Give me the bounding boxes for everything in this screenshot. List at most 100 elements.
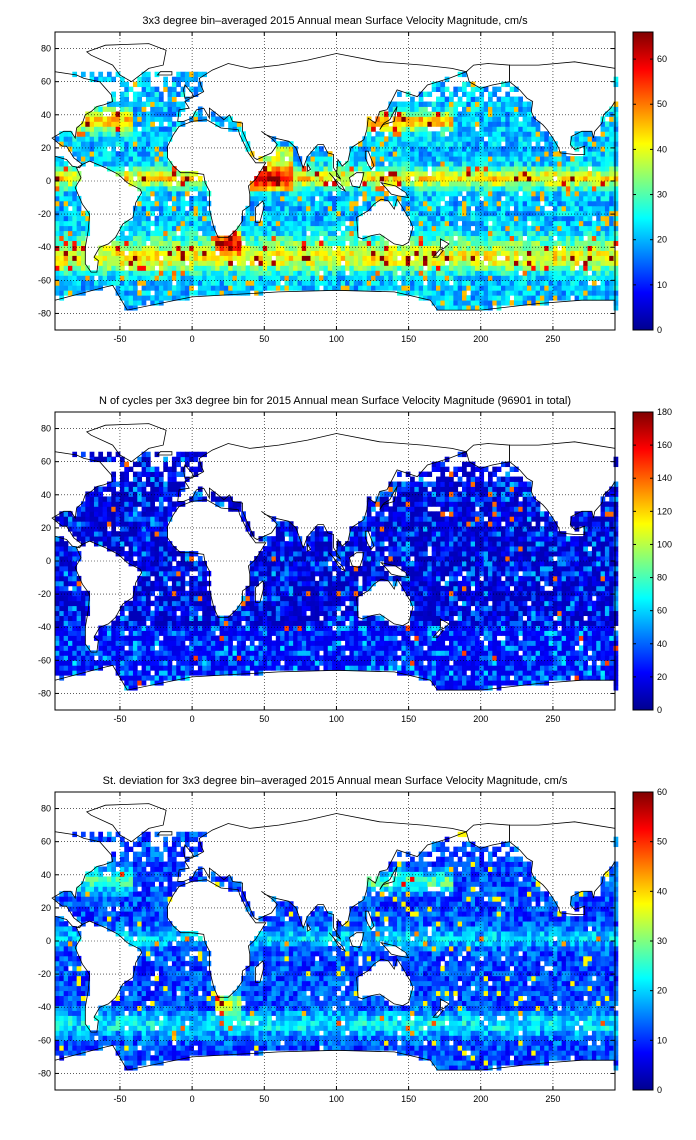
heatmap-cell [475,230,480,237]
heatmap-cell [327,166,333,172]
heatmap-cell [500,215,506,222]
heatmap-cell [327,655,333,661]
heatmap-cell [414,215,420,222]
heatmap-cell [180,76,186,83]
heatmap-cell [171,270,177,276]
heatmap-cell [544,275,550,281]
heatmap-cell [384,151,389,157]
heatmap-cell [72,260,78,266]
heatmap-cell [340,270,346,276]
heatmap-cell [241,645,246,651]
heatmap-cell [262,255,268,261]
heatmap-cell [487,166,493,172]
heatmap-cell [591,290,597,296]
heatmap-cell [171,295,177,301]
heatmap-cell [544,190,550,197]
heatmap-cell [583,166,588,172]
heatmap-cell [141,181,147,187]
heatmap-cell [106,270,112,276]
heatmap-cell [119,255,125,261]
heatmap-cell [405,270,411,276]
heatmap-cell [535,156,541,162]
heatmap-cell [236,240,242,246]
heatmap-cell [254,280,259,286]
heatmap-cell [375,156,381,162]
heatmap-cell [119,91,125,97]
heatmap-cell [150,116,155,122]
heatmap-cell [492,200,498,207]
heatmap-cell [267,270,272,276]
heatmap-cell [310,151,316,157]
heatmap-cell [574,166,580,172]
heatmap-cell [526,101,532,107]
heatmap-cell [80,136,86,142]
heatmap-cell [436,685,441,691]
heatmap-cell [358,240,363,246]
heatmap-cell [487,205,493,212]
heatmap-cell [440,91,446,97]
heatmap-cell [210,116,216,122]
heatmap-cell [197,290,203,296]
heatmap-cell [189,645,194,651]
heatmap-cell [526,195,532,202]
heatmap-cell [158,675,164,681]
heatmap-cell [475,121,480,127]
heatmap-cell [462,265,467,271]
heatmap-cell [600,185,606,192]
heatmap-cell [150,185,155,192]
heatmap-cell [548,166,554,172]
heatmap-cell [578,265,584,271]
heatmap-cell [358,280,363,286]
heatmap-cell [236,235,242,241]
heatmap-cell [604,280,610,286]
heatmap-cell [518,205,524,212]
heatmap-cell [141,106,147,112]
heatmap-cell [284,240,290,246]
heatmap-cell [475,290,480,296]
heatmap-cell [496,111,502,117]
heatmap-cell [479,665,485,671]
heatmap-cell [423,171,428,177]
heatmap-cell [513,161,519,167]
heatmap-cell [366,121,372,127]
heatmap-cell [85,151,91,157]
heatmap-cell [565,650,571,656]
heatmap-cell [180,171,186,177]
heatmap-cell [453,645,459,651]
heatmap-cell [423,665,428,671]
heatmap-cell [275,265,281,271]
heatmap-cell [526,650,532,656]
heatmap-cell [158,131,164,137]
heatmap-cell [436,121,441,127]
heatmap-cell [405,131,411,137]
heatmap-cell [565,185,571,192]
heatmap-cell [565,250,571,256]
heatmap-cell [418,225,424,232]
heatmap-cell [462,650,467,656]
heatmap-cell [301,280,307,286]
heatmap-cell [293,665,298,671]
heatmap-cell [583,195,588,202]
heatmap-cell [145,200,151,207]
heatmap-cell [544,250,550,256]
heatmap-cell [423,240,428,246]
heatmap-cell [232,645,238,651]
heatmap-cell [418,220,424,227]
heatmap-cell [418,121,424,127]
heatmap-cell [85,665,91,671]
heatmap-cell [470,675,476,681]
heatmap-cell [535,146,541,152]
heatmap-cell [570,215,575,222]
heatmap-cell [449,265,454,271]
heatmap-cell [137,645,142,651]
heatmap-cell [63,650,69,656]
heatmap-cell [119,166,125,172]
heatmap-cell [548,235,554,241]
heatmap-cell [500,151,506,157]
heatmap-cell [293,166,298,172]
heatmap-cell [587,290,593,296]
heatmap-cell [232,275,238,281]
heatmap-cell [132,275,138,281]
heatmap-cell [184,200,190,207]
heatmap-cell [111,270,117,276]
